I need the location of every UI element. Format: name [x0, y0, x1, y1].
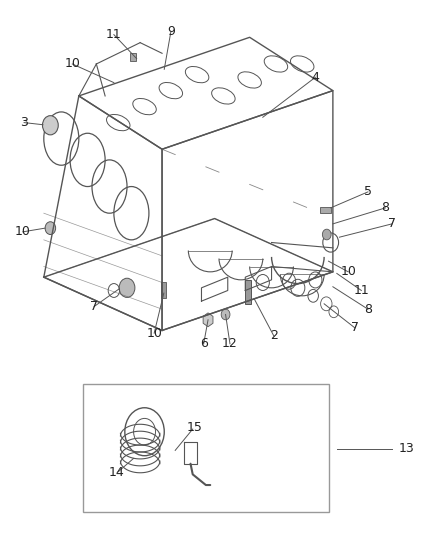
- Text: 7: 7: [388, 217, 396, 230]
- Text: 7: 7: [90, 300, 98, 313]
- Text: 15: 15: [187, 422, 203, 434]
- Text: 3: 3: [20, 116, 28, 129]
- Circle shape: [119, 278, 135, 297]
- Circle shape: [42, 116, 58, 135]
- Bar: [83, 384, 328, 512]
- Text: 11: 11: [353, 284, 369, 297]
- Circle shape: [322, 229, 331, 240]
- Bar: [130, 53, 136, 61]
- Text: 8: 8: [381, 201, 389, 214]
- Bar: [320, 207, 331, 213]
- Text: 4: 4: [311, 71, 319, 84]
- Bar: [245, 280, 251, 304]
- Text: 10: 10: [64, 58, 80, 70]
- Text: 2: 2: [270, 329, 278, 342]
- Text: 7: 7: [351, 321, 359, 334]
- Text: 10: 10: [146, 327, 162, 340]
- Text: 5: 5: [364, 185, 372, 198]
- Text: 12: 12: [222, 337, 238, 350]
- Text: 11: 11: [106, 28, 122, 41]
- Text: 8: 8: [364, 303, 372, 316]
- Circle shape: [221, 309, 230, 320]
- Text: 10: 10: [15, 225, 31, 238]
- Circle shape: [45, 222, 56, 235]
- Text: 6: 6: [200, 337, 208, 350]
- Text: 13: 13: [399, 442, 414, 455]
- Text: 14: 14: [108, 466, 124, 479]
- Text: 9: 9: [167, 26, 175, 38]
- Text: 10: 10: [340, 265, 356, 278]
- Bar: [161, 282, 166, 298]
